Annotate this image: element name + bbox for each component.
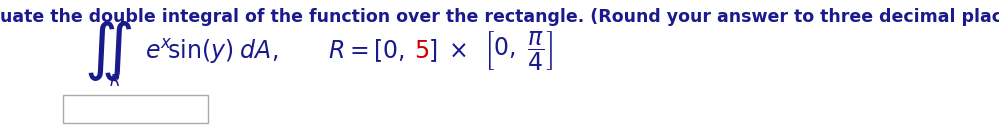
Text: $]\;\times$: $]\;\times$	[428, 38, 467, 64]
FancyBboxPatch shape	[63, 95, 208, 123]
Text: $\iint$: $\iint$	[84, 19, 132, 83]
Text: $5$: $5$	[414, 39, 430, 63]
Text: $R$: $R$	[110, 73, 121, 89]
Text: $e^x\!\sin(y)\;dA,$: $e^x\!\sin(y)\;dA,$	[145, 36, 279, 66]
Text: $R = [0,\;$: $R = [0,\;$	[328, 38, 405, 64]
Text: Evaluate the double integral of the function over the rectangle. (Round your ans: Evaluate the double integral of the func…	[0, 8, 999, 26]
Text: $\left[0,\;\dfrac{\pi}{4}\right]$: $\left[0,\;\dfrac{\pi}{4}\right]$	[484, 29, 553, 73]
